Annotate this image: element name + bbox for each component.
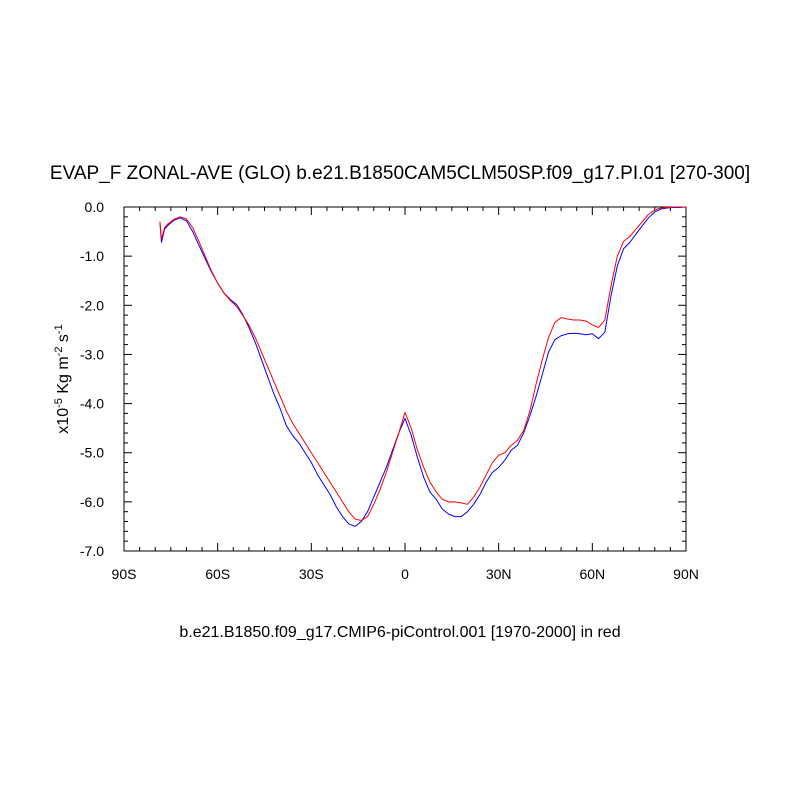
y-tick-label: -4.0 xyxy=(80,396,104,412)
y-tick-label: 0.0 xyxy=(85,199,105,215)
x-tick-label: 0 xyxy=(401,566,409,582)
x-tick-label: 60N xyxy=(579,566,605,582)
y-tick-label: -7.0 xyxy=(80,543,104,559)
y-tick-label: -1.0 xyxy=(80,248,104,264)
y-axis-label-exp3: -1 xyxy=(53,324,65,334)
series-line-blue xyxy=(159,206,687,527)
x-tick-label: 90N xyxy=(673,566,699,582)
chart-subtitle: b.e21.B1850.f09_g17.CMIP6-piControl.001 … xyxy=(179,624,620,641)
y-tick-label: -5.0 xyxy=(80,445,104,461)
plot-area: 90S 60S 30S 0 30N 60N 90N 0.0 -1.0 -2.0 -3.0 -4.0 -5… xyxy=(80,199,699,582)
y-axis-label-exp1: -5 xyxy=(53,398,65,408)
y-tick-label: -3.0 xyxy=(80,346,104,362)
x-tick-label: 90S xyxy=(112,566,137,582)
y-tick-label: -2.0 xyxy=(80,297,104,313)
x-tick-label: 30N xyxy=(486,566,512,582)
y-axis-label-mid: Kg m xyxy=(55,356,72,398)
plot-frame xyxy=(123,206,687,552)
x-tick-label: 30S xyxy=(299,566,324,582)
chart-title: EVAP_F ZONAL-AVE (GLO) b.e21.B1850CAM5CL… xyxy=(50,163,750,184)
y-axis-label-mid2: s xyxy=(55,334,72,346)
y-axis-label-exp2: -2 xyxy=(53,347,65,357)
y-axis-label: x10-5 Kg m-2 s-1 xyxy=(53,324,72,433)
y-axis-label-prefix: x10 xyxy=(55,408,72,434)
series-line-red xyxy=(159,206,686,522)
y-tick-label: -6.0 xyxy=(80,494,104,510)
x-tick-label: 60S xyxy=(205,566,230,582)
